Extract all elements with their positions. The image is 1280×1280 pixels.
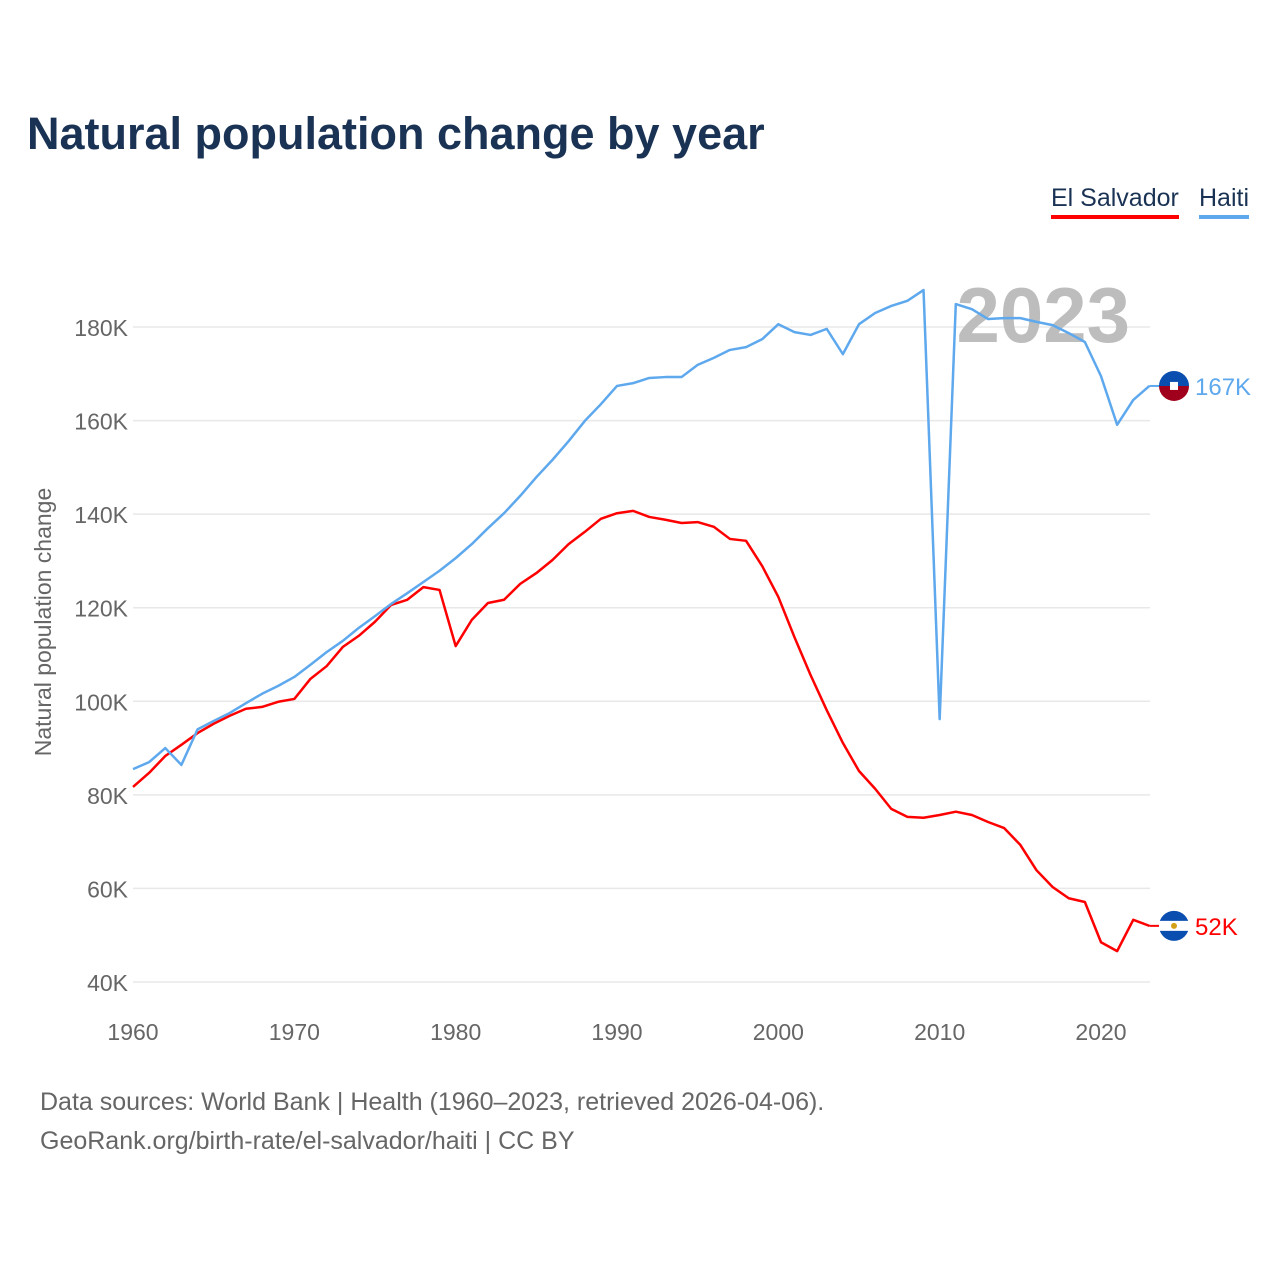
year-watermark: 2023 [956, 271, 1130, 359]
footer-sources: Data sources: World Bank | Health (1960–… [40, 1088, 825, 1116]
series-line-haiti [132, 288, 1151, 771]
end-label-el-salvador: 52K [1195, 914, 1238, 941]
haiti-flag-icon [1159, 385, 1189, 401]
y-tick-label: 160K [74, 409, 128, 435]
chart-title: Natural population change by year [27, 108, 765, 159]
y-tick-label: 180K [74, 315, 128, 341]
haiti-flag-emblem [1170, 381, 1178, 390]
series-line-el-salvador [132, 509, 1150, 953]
el-salvador-flag-emblem [1171, 922, 1177, 929]
y-tick-label: 60K [87, 876, 129, 902]
y-tick-label: 100K [74, 689, 128, 715]
x-tick-label: 1960 [107, 1019, 158, 1045]
x-tick-label: 2020 [1075, 1019, 1126, 1045]
y-tick-label: 120K [74, 596, 128, 622]
footer-attribution: GeoRank.org/birth-rate/el-salvador/haiti… [40, 1127, 575, 1155]
x-tick-label: 1970 [269, 1019, 320, 1045]
x-tick-label: 1990 [591, 1019, 642, 1045]
x-tick-label: 1980 [430, 1019, 481, 1045]
y-axis-label: Natural population change [30, 488, 56, 757]
y-tick-label: 40K [87, 970, 129, 996]
legend-item-haiti[interactable]: Haiti [1199, 184, 1250, 219]
y-tick-label: 80K [87, 783, 129, 809]
legend-item-el-salvador[interactable]: El Salvador [1051, 184, 1179, 219]
end-label-haiti: 167K [1195, 374, 1251, 401]
x-tick-label: 2010 [914, 1019, 965, 1045]
haiti-flag-icon [1159, 370, 1189, 386]
x-tick-label: 2000 [753, 1019, 804, 1045]
y-tick-label: 140K [74, 502, 128, 528]
